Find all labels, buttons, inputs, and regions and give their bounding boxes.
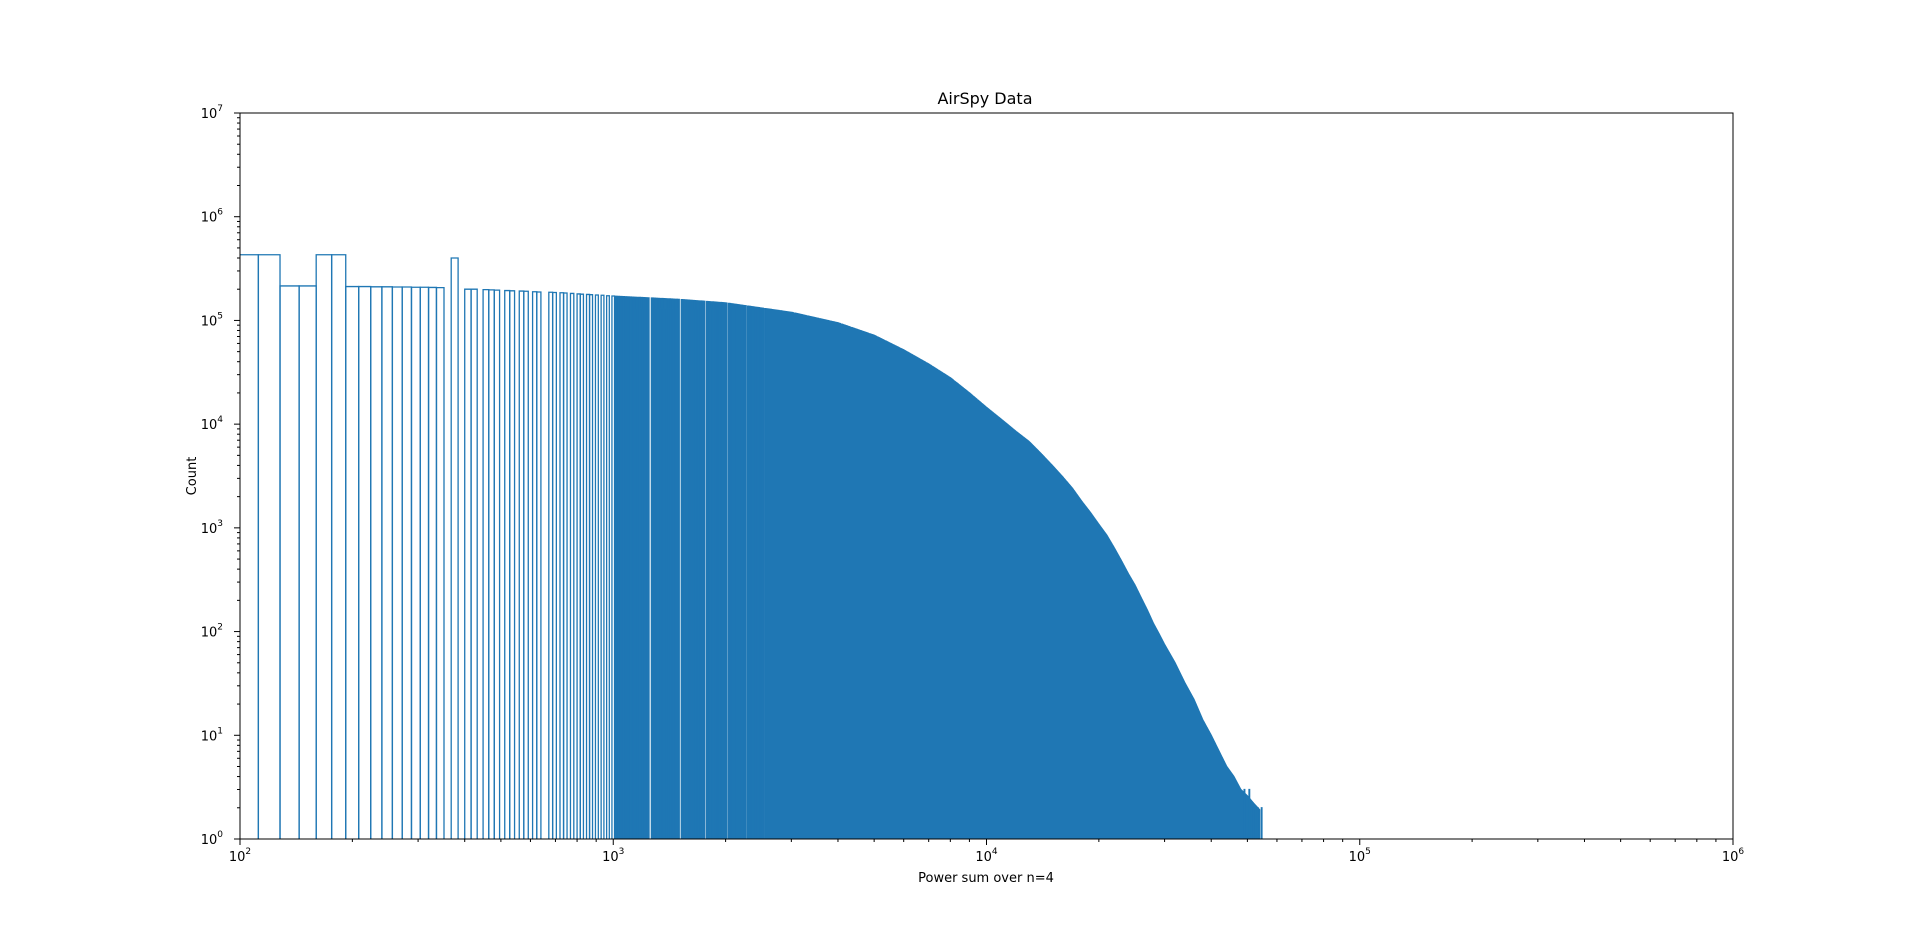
histogram-bin — [488, 289, 495, 839]
histogram-bin — [605, 295, 610, 839]
histogram-bin — [410, 286, 421, 839]
histogram-bin — [1243, 788, 1246, 839]
y-tick-label: 107 — [201, 104, 223, 122]
histogram-bin — [345, 285, 360, 839]
x-tick-label: 105 — [1349, 847, 1371, 865]
histogram-bin — [579, 293, 585, 839]
histogram-bin — [493, 289, 501, 839]
histogram-bin — [569, 292, 575, 839]
histogram-bin — [330, 254, 347, 839]
histogram-bin — [419, 286, 430, 839]
x-tick-label: 102 — [229, 847, 251, 865]
histogram-bin — [370, 286, 383, 839]
plot-area — [239, 112, 1734, 840]
histogram-bin — [427, 286, 438, 839]
histogram-bin — [504, 289, 511, 839]
y-tick-label: 105 — [201, 311, 223, 329]
x-axis: 102 103 104 105 106 — [229, 839, 1745, 865]
histogram-bin — [482, 289, 490, 839]
histogram-bin — [315, 254, 333, 839]
histogram-bin — [551, 291, 558, 839]
y-tick-label: 103 — [201, 519, 223, 537]
y-tick-label: 102 — [201, 623, 223, 641]
histogram-bin — [358, 285, 372, 839]
histogram-bin — [435, 287, 445, 839]
histogram-bin — [536, 291, 542, 839]
y-tick-label: 106 — [201, 208, 224, 226]
x-tick-label: 103 — [602, 847, 624, 865]
histogram-bin — [401, 286, 413, 839]
histogram-bin — [464, 288, 472, 839]
histogram-bin — [1248, 788, 1251, 839]
histogram-bin — [381, 286, 394, 839]
histogram-bin — [1252, 807, 1255, 839]
histogram-bin — [1260, 807, 1263, 839]
histogram-bin — [391, 286, 403, 839]
histogram-bin — [518, 290, 525, 839]
histogram-bin — [298, 285, 317, 839]
x-axis-label: Power sum over n=4 — [918, 871, 1054, 886]
histogram-bin — [600, 294, 605, 839]
y-axis: 100 101 102 103 104 105 106 107 — [201, 104, 240, 848]
histogram-bin — [450, 257, 459, 839]
x-tick-label: 104 — [975, 847, 998, 865]
histogram-bin — [523, 290, 529, 839]
histogram-bars — [240, 254, 1263, 839]
chart-title: AirSpy Data — [937, 89, 1032, 108]
histogram-tail-bins — [614, 295, 1261, 839]
histogram-bin — [594, 294, 599, 839]
y-tick-label: 100 — [201, 830, 224, 848]
histogram-bin — [257, 254, 281, 839]
histogram-bin — [470, 288, 478, 839]
x-tick-label: 106 — [1722, 847, 1745, 865]
histogram-bin — [1256, 807, 1259, 839]
histogram-bin — [562, 292, 568, 839]
y-tick-label: 104 — [201, 415, 224, 433]
y-tick-label: 101 — [201, 726, 223, 744]
histogram-bin — [509, 290, 516, 839]
y-axis-label: Count — [185, 457, 200, 496]
histogram-bin — [588, 294, 594, 839]
histogram-bin — [279, 285, 300, 839]
